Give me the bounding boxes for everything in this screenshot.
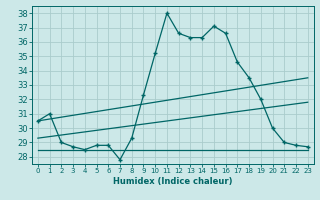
X-axis label: Humidex (Indice chaleur): Humidex (Indice chaleur) <box>113 177 233 186</box>
